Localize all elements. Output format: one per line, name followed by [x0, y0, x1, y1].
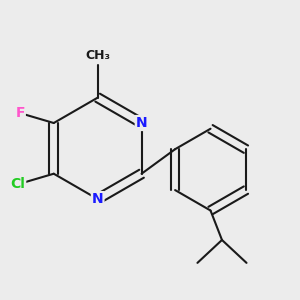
Text: N: N	[136, 116, 147, 130]
Text: N: N	[92, 192, 103, 206]
Text: F: F	[15, 106, 25, 120]
Text: CH₃: CH₃	[85, 49, 110, 62]
Text: Cl: Cl	[10, 176, 25, 190]
